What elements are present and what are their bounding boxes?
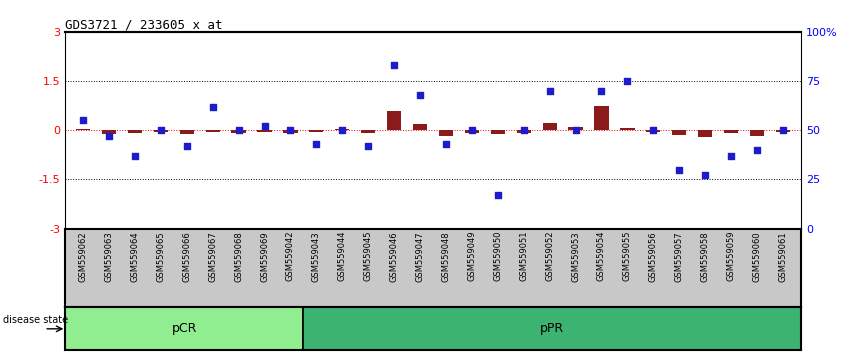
Text: GSM559069: GSM559069 xyxy=(260,231,269,281)
Point xyxy=(465,127,479,133)
Bar xyxy=(568,127,583,130)
Text: GSM559066: GSM559066 xyxy=(182,231,191,282)
Text: disease state: disease state xyxy=(3,315,68,325)
Point xyxy=(595,88,609,94)
Bar xyxy=(231,130,246,133)
Text: GSM559042: GSM559042 xyxy=(286,231,295,281)
Bar xyxy=(154,130,168,132)
Bar xyxy=(128,130,142,133)
Point xyxy=(76,118,90,123)
Bar xyxy=(491,130,505,134)
Point xyxy=(620,78,634,84)
Text: GSM559045: GSM559045 xyxy=(364,231,372,281)
Text: GSM559050: GSM559050 xyxy=(494,231,502,281)
Bar xyxy=(646,130,661,132)
Point xyxy=(206,104,220,109)
Point xyxy=(698,173,712,178)
Point xyxy=(257,124,271,129)
Point xyxy=(309,141,323,147)
Bar xyxy=(724,130,738,133)
Text: GSM559051: GSM559051 xyxy=(520,231,528,281)
Bar xyxy=(335,129,349,130)
Text: GSM559061: GSM559061 xyxy=(779,231,787,281)
Point xyxy=(543,88,557,94)
Text: GSM559053: GSM559053 xyxy=(571,231,580,281)
Point xyxy=(646,127,660,133)
Bar xyxy=(439,130,453,136)
Bar xyxy=(283,130,298,133)
Bar xyxy=(672,130,687,135)
Point xyxy=(180,143,194,149)
Text: GSM559067: GSM559067 xyxy=(208,231,217,282)
Text: GSM559057: GSM559057 xyxy=(675,231,684,281)
Text: GSM559046: GSM559046 xyxy=(390,231,398,281)
Point xyxy=(283,127,297,133)
Text: GSM559052: GSM559052 xyxy=(545,231,554,281)
Point xyxy=(413,92,427,98)
Point xyxy=(232,127,246,133)
Bar xyxy=(102,130,116,134)
Bar xyxy=(361,130,375,133)
Bar xyxy=(387,110,401,130)
Point xyxy=(387,62,401,68)
Text: GDS3721 / 233605_x_at: GDS3721 / 233605_x_at xyxy=(65,18,223,31)
Point xyxy=(724,153,738,159)
Point xyxy=(517,127,531,133)
Text: GSM559048: GSM559048 xyxy=(442,231,450,281)
Text: GSM559068: GSM559068 xyxy=(234,231,243,282)
Text: GSM559059: GSM559059 xyxy=(727,231,735,281)
Point xyxy=(335,127,349,133)
Text: GSM559049: GSM559049 xyxy=(468,231,476,281)
Text: GSM559060: GSM559060 xyxy=(753,231,761,281)
Bar xyxy=(594,105,609,130)
Point xyxy=(750,147,764,153)
Bar xyxy=(750,130,764,136)
Point xyxy=(439,141,453,147)
Text: GSM559047: GSM559047 xyxy=(416,231,424,281)
Text: GSM559054: GSM559054 xyxy=(597,231,606,281)
Bar xyxy=(413,124,427,130)
Bar xyxy=(179,130,194,134)
Text: pCR: pCR xyxy=(171,322,197,335)
Point xyxy=(128,153,142,159)
Bar xyxy=(309,130,324,132)
Point xyxy=(672,167,686,172)
Text: pPR: pPR xyxy=(540,322,565,335)
Text: GSM559058: GSM559058 xyxy=(701,231,709,281)
Bar xyxy=(303,307,801,350)
Bar xyxy=(465,130,479,133)
Text: GSM559063: GSM559063 xyxy=(105,231,113,282)
Point xyxy=(154,127,168,133)
Text: GSM559062: GSM559062 xyxy=(79,231,87,281)
Text: GSM559055: GSM559055 xyxy=(623,231,632,281)
Point xyxy=(569,127,583,133)
Bar xyxy=(205,130,220,132)
Bar xyxy=(698,130,712,137)
Point xyxy=(491,192,505,198)
Bar xyxy=(776,130,790,132)
Text: GSM559056: GSM559056 xyxy=(649,231,658,281)
Bar xyxy=(257,130,272,132)
Point xyxy=(361,143,375,149)
Text: GSM559064: GSM559064 xyxy=(131,231,139,281)
Bar xyxy=(76,129,90,130)
Bar xyxy=(620,127,635,130)
Text: GSM559044: GSM559044 xyxy=(338,231,346,281)
Text: GSM559065: GSM559065 xyxy=(157,231,165,281)
Text: GSM559043: GSM559043 xyxy=(312,231,321,281)
Point xyxy=(776,127,790,133)
Bar xyxy=(542,123,557,130)
Point xyxy=(102,133,116,139)
Bar xyxy=(517,130,531,133)
Bar xyxy=(65,307,303,350)
